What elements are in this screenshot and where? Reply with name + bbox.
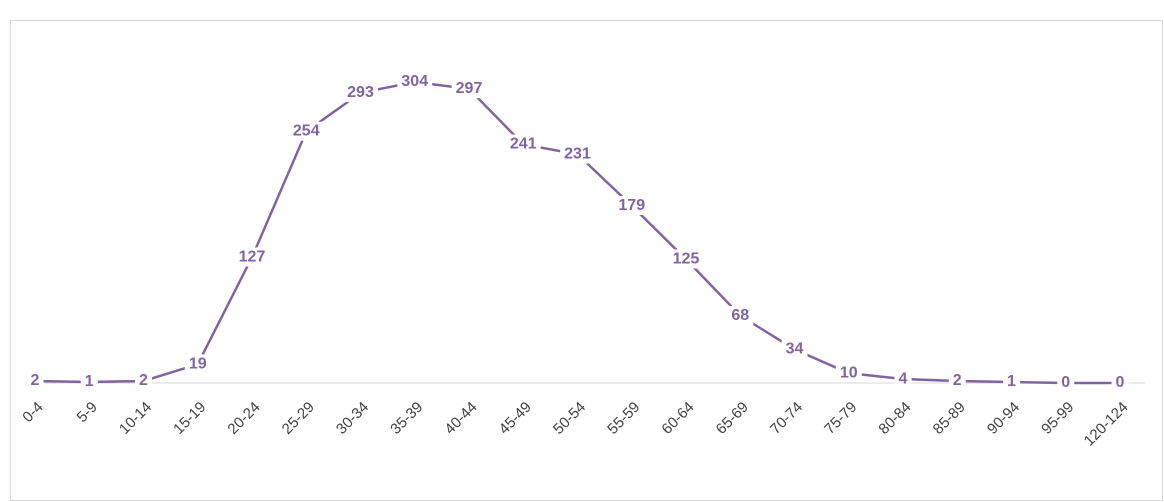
label-background <box>184 354 211 374</box>
value-label: 1 <box>1007 373 1016 390</box>
value-label: 254 <box>293 123 320 140</box>
value-label: 2 <box>139 372 148 389</box>
label-background <box>1057 373 1075 393</box>
label-background <box>727 305 754 325</box>
value-label: 4 <box>899 370 908 387</box>
value-label: 19 <box>189 355 207 372</box>
label-background <box>26 371 44 391</box>
value-label: 0 <box>1061 374 1070 391</box>
label-background <box>1111 373 1129 393</box>
label-background <box>135 371 153 391</box>
label-background <box>80 372 98 392</box>
value-label: 125 <box>673 250 700 267</box>
label-background <box>505 134 541 154</box>
label-background <box>288 121 324 141</box>
value-label: 127 <box>239 248 266 265</box>
value-label: 231 <box>564 145 591 162</box>
value-label: 179 <box>618 197 645 214</box>
label-background <box>948 371 966 391</box>
label-background <box>668 249 704 269</box>
value-label: 68 <box>731 307 749 324</box>
value-label: 2 <box>31 372 40 389</box>
value-label: 304 <box>401 73 428 90</box>
value-label: 1 <box>85 373 94 390</box>
chart-frame <box>10 20 1163 501</box>
value-label: 2 <box>953 372 962 389</box>
label-background <box>234 247 270 267</box>
value-label: 0 <box>1116 374 1125 391</box>
label-background <box>894 369 912 389</box>
value-label: 293 <box>347 84 374 101</box>
value-label: 34 <box>786 341 804 358</box>
label-background <box>614 195 650 216</box>
label-background <box>835 363 862 383</box>
label-background <box>1003 372 1021 392</box>
label-background <box>343 83 378 103</box>
value-label: 241 <box>510 136 537 153</box>
label-background <box>397 72 433 92</box>
value-label: 10 <box>840 364 858 381</box>
value-label: 297 <box>456 80 483 97</box>
label-background <box>451 79 487 99</box>
label-background <box>781 339 808 359</box>
label-background <box>560 144 595 164</box>
